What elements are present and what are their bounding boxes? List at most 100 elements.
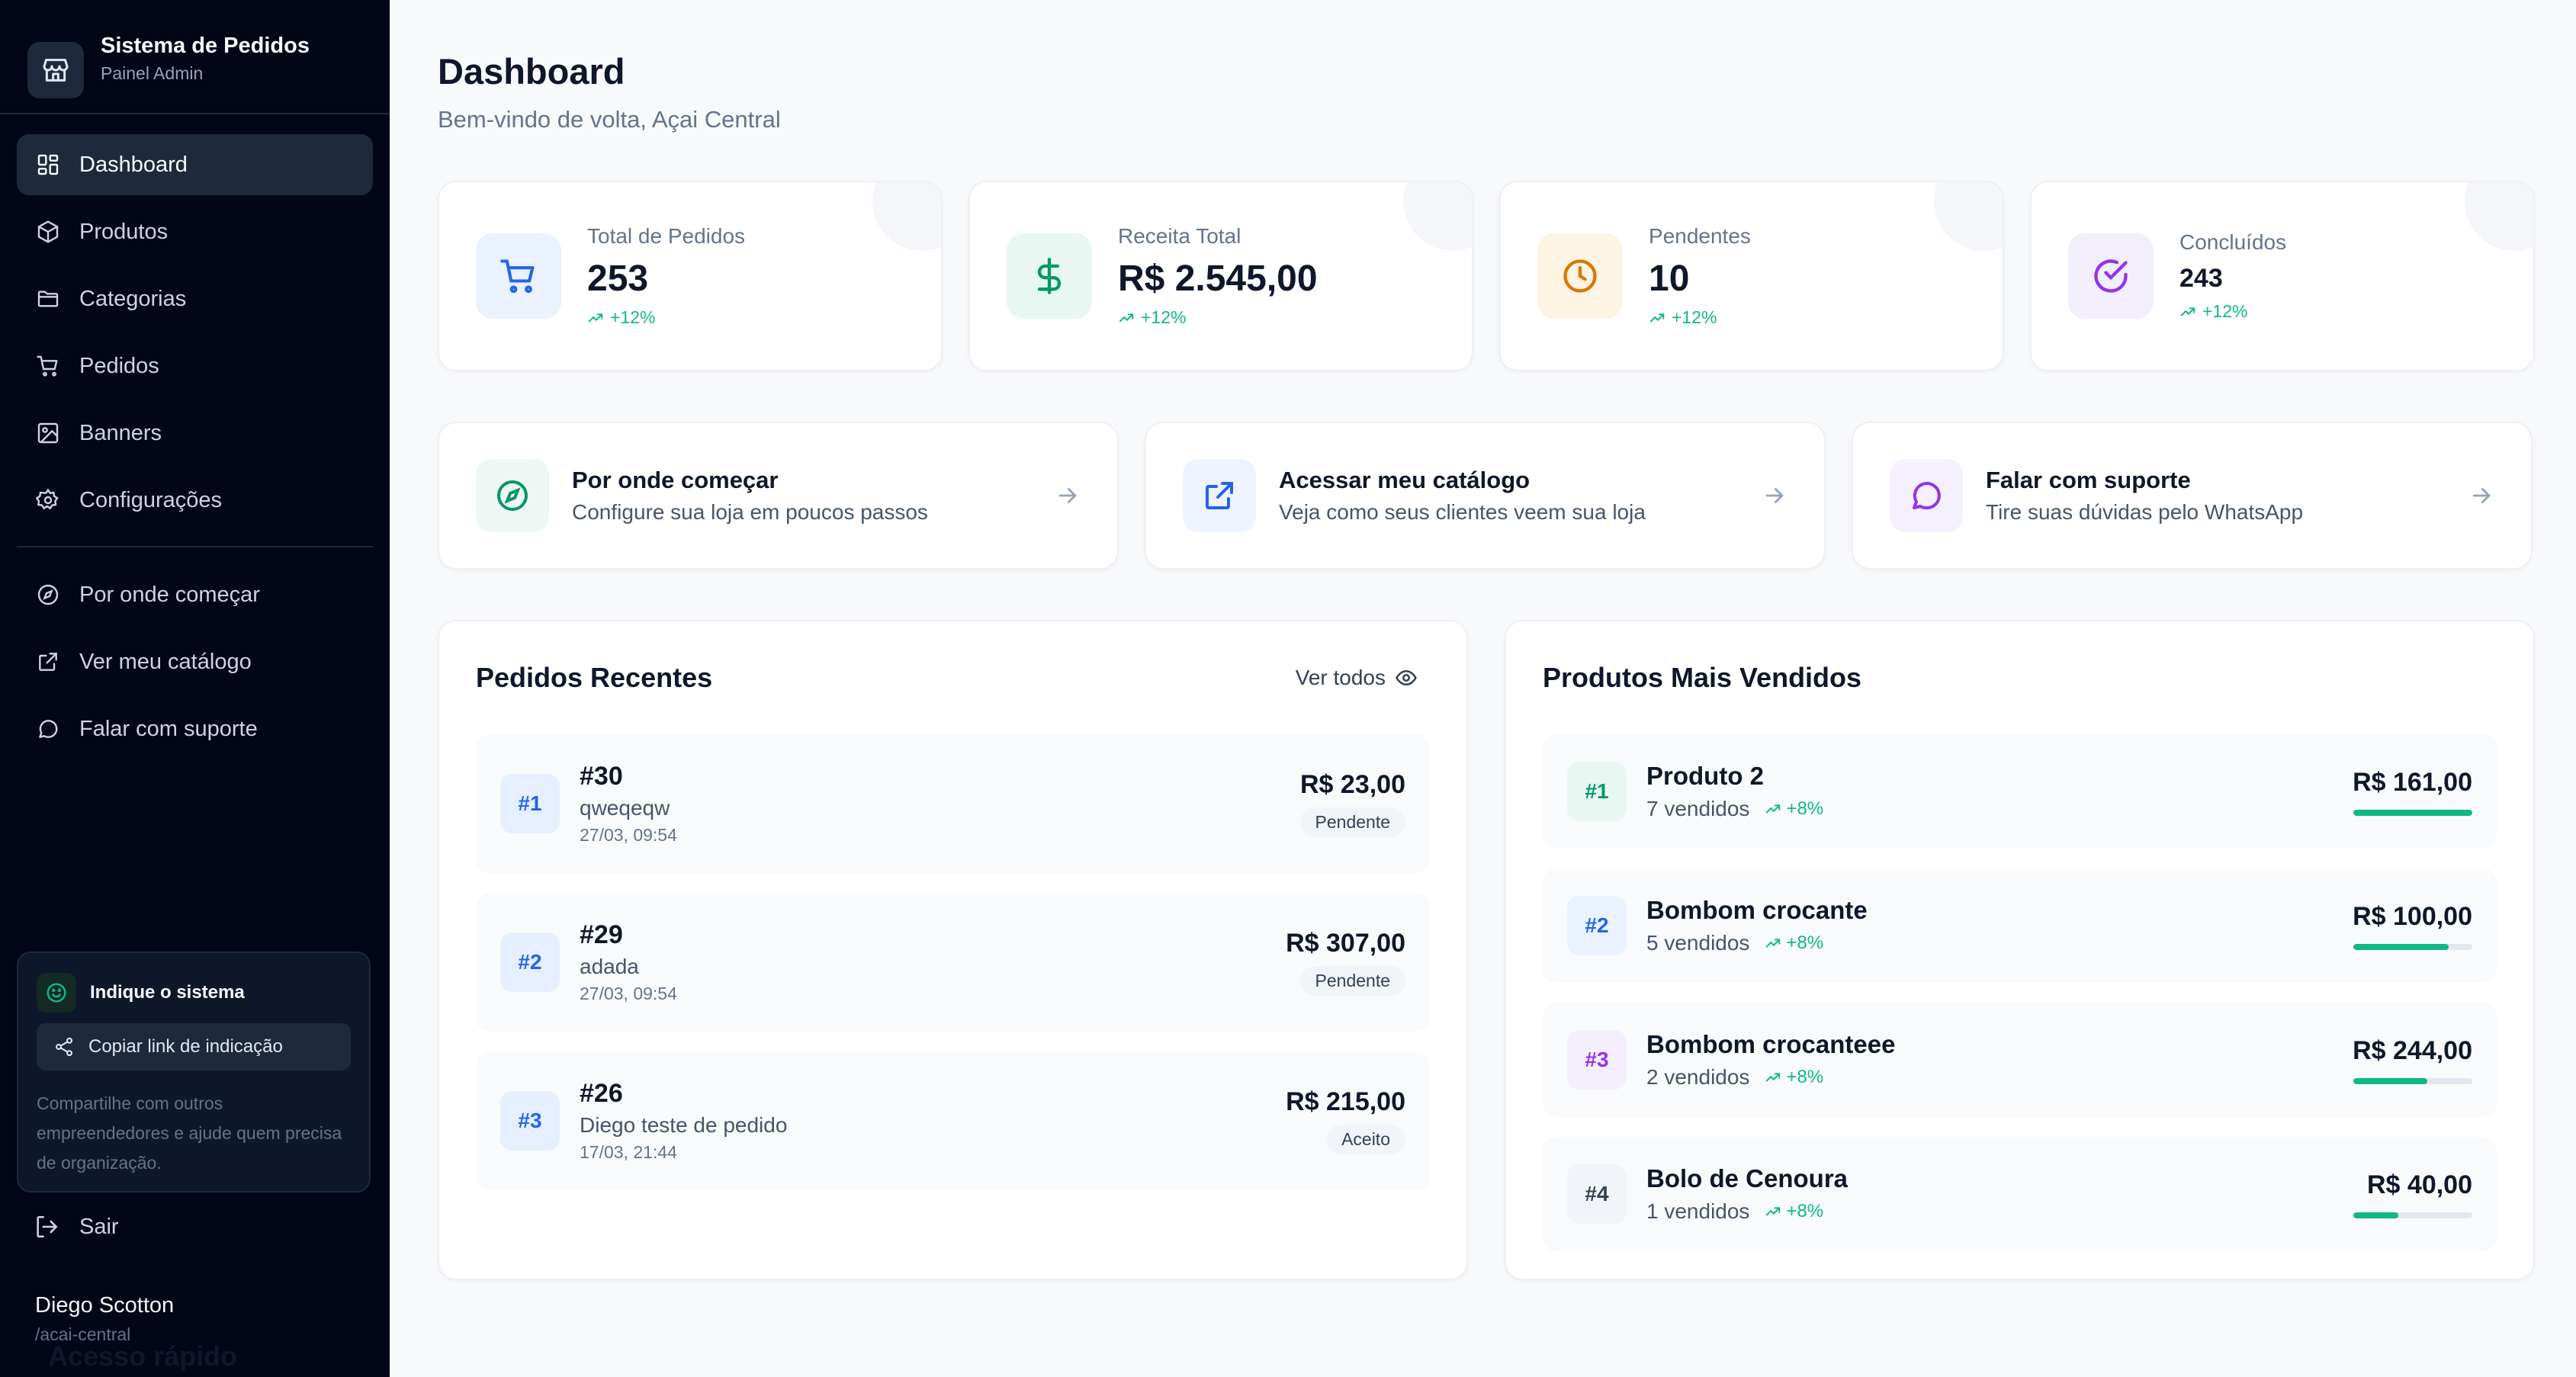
- eye-icon: [1396, 669, 1417, 686]
- clock-icon: [1537, 233, 1623, 319]
- product-progress-bar: [2353, 809, 2472, 816]
- gear-icon: [35, 487, 61, 513]
- view-all-orders-link[interactable]: Ver todos: [1296, 666, 1418, 690]
- orders-list: #1 #30 qweqeqw 27/03, 09:54 R$ 23,00 Pen…: [476, 734, 1430, 1190]
- quick-card-acessar-catalogo[interactable]: Acessar meu catálogo Veja como seus clie…: [1145, 422, 1826, 570]
- sidebar-nav: Dashboard Produtos Categorias Pedidos Ba…: [0, 114, 390, 759]
- product-sold: 2 vendidos: [1646, 1065, 1750, 1089]
- sidebar-item-label: Ver meu catálogo: [79, 649, 252, 674]
- product-sold: 1 vendidos: [1646, 1199, 1750, 1223]
- brand-title: Sistema de Pedidos: [101, 34, 310, 58]
- store-icon: [27, 42, 84, 98]
- referral-title: Indique o sistema: [90, 982, 245, 1003]
- order-rank: #1: [500, 774, 560, 833]
- sidebar-item-suporte[interactable]: Falar com suporte: [17, 698, 373, 759]
- sidebar-item-ver-catalogo[interactable]: Ver meu catálogo: [17, 631, 373, 692]
- chat-icon: [1890, 459, 1963, 532]
- user-profile: Diego Scotton /acai-central: [35, 1293, 174, 1345]
- sidebar: Sistema de Pedidos Painel Admin Dashboar…: [0, 0, 390, 1377]
- product-row[interactable]: #2 Bombom crocante 5 vendidos +8% R$ 100…: [1543, 868, 2497, 983]
- external-link-icon: [35, 649, 61, 675]
- order-price: R$ 23,00: [1300, 770, 1405, 799]
- stat-value: 253: [587, 258, 649, 299]
- recent-orders-title: Pedidos Recentes: [476, 662, 713, 693]
- sidebar-item-dashboard[interactable]: Dashboard: [17, 134, 373, 195]
- product-trend: +8%: [1765, 1067, 1823, 1088]
- stat-trend: +12%: [2179, 301, 2286, 322]
- trend-up-icon: [1119, 313, 1134, 323]
- sidebar-item-configuracoes[interactable]: Configurações: [17, 470, 373, 531]
- status-badge: Aceito: [1326, 1125, 1405, 1154]
- sidebar-item-categorias[interactable]: Categorias: [17, 268, 373, 329]
- stat-label: Pendentes: [1649, 224, 1751, 248]
- stat-value: 243: [2179, 264, 2223, 293]
- order-row[interactable]: #2 #29 adada 27/03, 09:54 R$ 307,00 Pend…: [476, 893, 1430, 1032]
- dashboard-icon: [35, 152, 61, 178]
- order-date: 27/03, 09:54: [580, 984, 677, 1003]
- quick-card-title: Por onde começar: [572, 467, 779, 493]
- user-name: Diego Scotton: [35, 1293, 175, 1318]
- sidebar-item-label: Dashboard: [79, 152, 188, 177]
- page-subtitle: Bem-vindo de volta, Açai Central: [438, 106, 781, 133]
- folder-icon: [35, 286, 61, 312]
- check-circle-icon: [2068, 233, 2154, 319]
- quick-card-subtitle: Tire suas dúvidas pelo WhatsApp: [1986, 500, 2304, 524]
- logout-button[interactable]: Sair: [34, 1214, 119, 1240]
- dollar-icon: [1007, 233, 1092, 319]
- arrow-right-icon: [1055, 483, 1081, 509]
- stat-value: 10: [1649, 258, 1690, 299]
- order-customer: adada: [580, 955, 639, 978]
- product-sold: 5 vendidos: [1646, 931, 1750, 955]
- order-rank: #3: [500, 1091, 560, 1151]
- arrow-right-icon: [2468, 483, 2494, 509]
- share-icon: [53, 1036, 75, 1058]
- product-row[interactable]: #3 Bombom crocanteee 2 vendidos +8% R$ 2…: [1543, 1003, 2497, 1117]
- brand: Sistema de Pedidos Painel Admin: [0, 0, 390, 114]
- sidebar-item-banners[interactable]: Banners: [17, 403, 373, 464]
- order-customer: qweqeqw: [580, 796, 670, 820]
- product-trend: +8%: [1765, 1201, 1823, 1222]
- quick-card-por-onde-comecar[interactable]: Por onde começar Configure sua loja em p…: [438, 422, 1119, 570]
- chat-icon: [35, 716, 61, 742]
- trend-up-icon: [1766, 939, 1781, 948]
- nav-divider: [17, 546, 373, 547]
- page-title: Dashboard: [438, 51, 625, 91]
- logout-icon: [34, 1214, 59, 1240]
- order-customer: Diego teste de pedido: [580, 1113, 788, 1137]
- stat-label: Receita Total: [1118, 224, 1241, 248]
- stat-card-receita-total: Receita Total R$ 2.545,00 +12%: [968, 181, 1473, 371]
- quick-card-subtitle: Configure sua loja em poucos passos: [572, 500, 928, 524]
- order-row[interactable]: #1 #30 qweqeqw 27/03, 09:54 R$ 23,00 Pen…: [476, 734, 1430, 873]
- order-number: #26: [580, 1079, 623, 1108]
- order-number: #29: [580, 920, 623, 949]
- order-number: #30: [580, 762, 623, 791]
- quick-card-subtitle: Veja como seus clientes veem sua loja: [1279, 500, 1646, 524]
- order-row[interactable]: #3 #26 Diego teste de pedido 17/03, 21:4…: [476, 1051, 1430, 1190]
- referral-description: Compartilhe com outros empreendedores e …: [37, 1093, 342, 1173]
- main-content: Dashboard Bem-vindo de volta, Açai Centr…: [390, 0, 2576, 1377]
- status-badge: Pendente: [1299, 807, 1405, 837]
- status-badge: Pendente: [1299, 966, 1405, 996]
- quick-card-title: Acessar meu catálogo: [1279, 467, 1531, 493]
- stat-label: Total de Pedidos: [587, 224, 746, 248]
- image-icon: [35, 420, 61, 446]
- product-row[interactable]: #1 Produto 2 7 vendidos +8% R$ 161,00: [1543, 734, 2497, 849]
- product-progress-bar: [2353, 943, 2472, 950]
- top-products-panel: Produtos Mais Vendidos #1 Produto 2 7 ve…: [1505, 620, 2535, 1280]
- order-date: 27/03, 09:54: [580, 825, 677, 845]
- order-price: R$ 215,00: [1286, 1087, 1405, 1116]
- sidebar-item-produtos[interactable]: Produtos: [17, 201, 373, 262]
- referral-card: Indique o sistema Copiar link de indicaç…: [17, 952, 371, 1192]
- sidebar-item-pedidos[interactable]: Pedidos: [17, 335, 373, 396]
- order-date: 17/03, 21:44: [580, 1142, 677, 1162]
- product-row[interactable]: #4 Bolo de Cenoura 1 vendidos +8% R$ 40,…: [1543, 1137, 2497, 1251]
- copy-referral-link-button[interactable]: Copiar link de indicação: [37, 1023, 351, 1070]
- trend-up-icon: [588, 313, 603, 323]
- quick-card-falar-suporte[interactable]: Falar com suporte Tire suas dúvidas pelo…: [1852, 422, 2533, 570]
- trend-up-icon: [1766, 1073, 1781, 1082]
- product-name: Bombom crocante: [1646, 896, 1868, 924]
- sidebar-item-label: Falar com suporte: [79, 716, 258, 741]
- sidebar-item-por-onde-comecar[interactable]: Por onde começar: [17, 564, 373, 625]
- stat-card-concluidos: Concluídos 243 +12%: [2030, 181, 2535, 371]
- trend-up-icon: [1649, 313, 1665, 323]
